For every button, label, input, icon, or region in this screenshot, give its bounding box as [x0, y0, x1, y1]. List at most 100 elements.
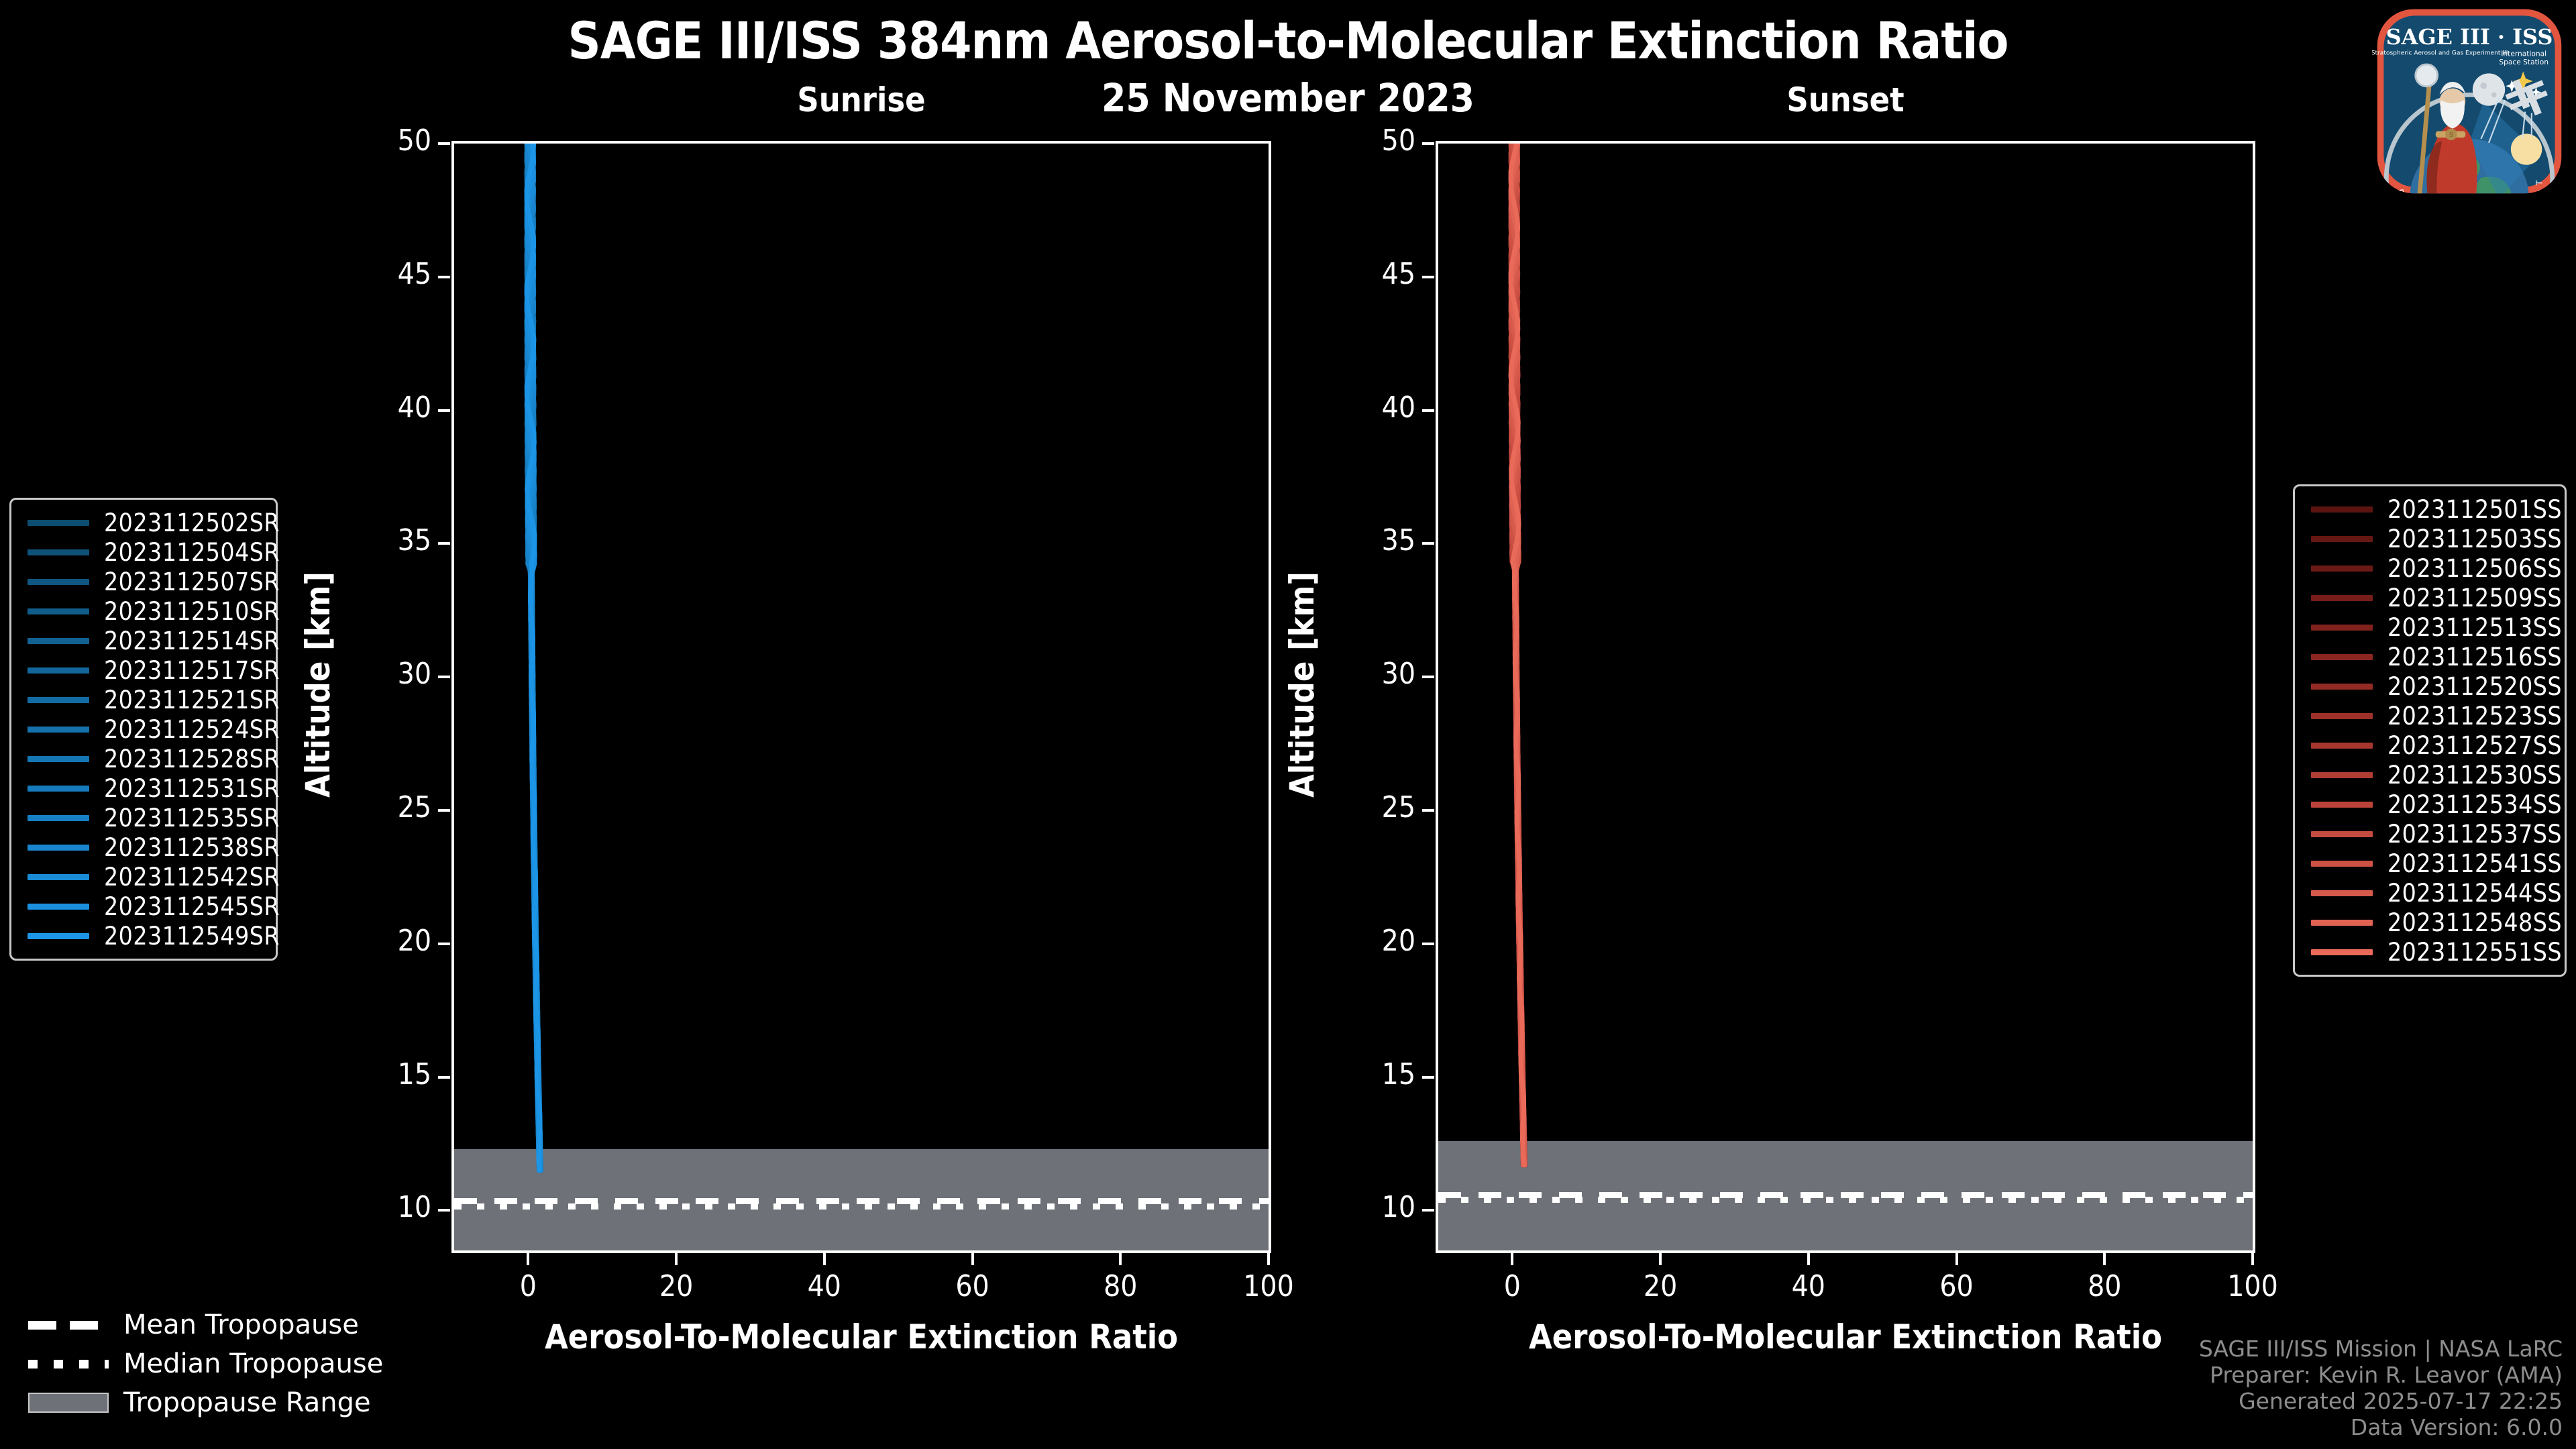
- legend-color-swatch: [28, 726, 89, 733]
- x-axis-title-sunrise: Aerosol-To-Molecular Extinction Ratio: [544, 1318, 1179, 1356]
- legend-color-swatch: [2311, 742, 2373, 749]
- legend-sunrise-item[interactable]: 2023112504SR: [21, 537, 280, 567]
- legend-sunrise-item[interactable]: 2023112510SR: [21, 596, 280, 626]
- legend-color-swatch: [2311, 683, 2373, 690]
- legend-sunset-item[interactable]: 2023112537SS: [2304, 819, 2562, 849]
- plot-area-sunrise: [454, 144, 1269, 1250]
- legend-sunset-item[interactable]: 2023112516SS: [2304, 642, 2562, 672]
- panel-title-sunset: Sunset: [1786, 80, 1904, 119]
- legend-sunset-item[interactable]: 2023112509SS: [2304, 583, 2562, 612]
- y-tick-label: 40: [1381, 390, 1415, 425]
- footer-credits: SAGE III/ISS Mission | NASA LaRC Prepare…: [2199, 1336, 2563, 1441]
- legend-sunset-item[interactable]: 2023112534SS: [2304, 790, 2562, 819]
- legend-label: 2023112517SR: [104, 655, 280, 685]
- legend-sunset-item[interactable]: 2023112541SS: [2304, 849, 2562, 878]
- plot-sunset: [1436, 141, 2255, 1253]
- legend-color-swatch: [28, 696, 89, 703]
- legend-sunset-item[interactable]: 2023112548SS: [2304, 908, 2562, 937]
- legend-sunrise-item[interactable]: 2023112502SR: [21, 508, 280, 537]
- legend-sunset-item[interactable]: 2023112501SS: [2304, 494, 2562, 524]
- legend-color-swatch: [28, 637, 89, 644]
- legend-color-swatch: [2311, 890, 2373, 896]
- series-line: [524, 144, 543, 1173]
- legend-sunrise-item[interactable]: 2023112549SR: [21, 921, 280, 951]
- legend-sunrise-item[interactable]: 2023112514SR: [21, 626, 280, 655]
- legend-label: 2023112520SS: [2387, 672, 2563, 701]
- y-tick-label: 50: [1381, 123, 1415, 158]
- legend-label: 2023112507SR: [104, 567, 280, 596]
- x-tick: [675, 1253, 678, 1265]
- x-tick: [527, 1253, 530, 1265]
- footer-line-preparer: Preparer: Kevin R. Leavor (AMA): [2210, 1362, 2563, 1389]
- legend-sunrise-item[interactable]: 2023112538SR: [21, 833, 280, 862]
- legend-sunrise[interactable]: 2023112502SR 2023112504SR 2023112507SR 2023…: [9, 498, 280, 961]
- legend-sunset-item[interactable]: 2023112551SS: [2304, 937, 2562, 967]
- legend-label: 2023112528SR: [104, 744, 280, 773]
- legend-color-swatch: [28, 932, 89, 939]
- y-tick: [1422, 142, 1434, 145]
- legend-color-swatch: [28, 549, 89, 555]
- legend-sunrise-item[interactable]: 2023112521SR: [21, 685, 280, 714]
- mean-tropopause-line: [454, 1198, 1269, 1205]
- plot-area-sunset: [1438, 144, 2253, 1250]
- patch-subtitle-right-2: Space Station: [2499, 58, 2548, 66]
- y-tick-label: 45: [1381, 256, 1415, 291]
- median-tropopause-swatch: [28, 1359, 109, 1368]
- legend-color-swatch: [28, 785, 89, 792]
- y-tick-label: 15: [397, 1057, 431, 1091]
- footer-line-version: Data Version: 6.0.0: [2350, 1414, 2563, 1441]
- plot-sunrise: [451, 141, 1271, 1253]
- footer-line-generated: Generated 2025-07-17 22:25: [2239, 1388, 2563, 1415]
- legend-sunset-item[interactable]: 2023112544SS: [2304, 878, 2562, 908]
- legend-sunset-item[interactable]: 2023112527SS: [2304, 731, 2562, 760]
- y-tick: [438, 1075, 450, 1079]
- legend-label: 2023112523SS: [2387, 701, 2563, 731]
- legend-label: 2023112502SR: [104, 508, 280, 537]
- patch-subtitle-right-1: International: [2501, 49, 2546, 58]
- y-tick: [438, 942, 450, 945]
- legend-color-swatch: [28, 755, 89, 762]
- legend-sunset-item[interactable]: 2023112513SS: [2304, 612, 2562, 642]
- legend-sunrise-item[interactable]: 2023112545SR: [21, 892, 280, 921]
- legend-sunrise-item[interactable]: 2023112535SR: [21, 803, 280, 833]
- x-tick: [1511, 1253, 1514, 1265]
- legend-sunrise-item[interactable]: 2023112542SR: [21, 862, 280, 892]
- legend-sunrise-item[interactable]: 2023112531SR: [21, 773, 280, 803]
- legend-sunset-item[interactable]: 2023112506SS: [2304, 553, 2562, 583]
- y-tick-label: 10: [1381, 1190, 1415, 1225]
- y-tick-label: 20: [1381, 923, 1415, 958]
- tropopause-key-label: Mean Tropopause: [123, 1309, 359, 1340]
- y-tick: [1422, 808, 1434, 812]
- legend-color-swatch: [2311, 712, 2373, 719]
- x-tick: [1119, 1253, 1122, 1265]
- x-tick-label: 80: [2088, 1269, 2122, 1303]
- legend-sunrise-item[interactable]: 2023112517SR: [21, 655, 280, 685]
- y-tick: [438, 142, 450, 145]
- y-tick: [1422, 942, 1434, 945]
- legend-sunrise-item[interactable]: 2023112524SR: [21, 714, 280, 744]
- y-tick-label: 35: [397, 523, 431, 558]
- svg-text:S: S: [2449, 131, 2454, 139]
- legend-label: 2023112521SR: [104, 685, 280, 714]
- legend-label: 2023112541SS: [2387, 849, 2563, 878]
- y-tick: [1422, 1209, 1434, 1212]
- legend-sunset-item[interactable]: 2023112523SS: [2304, 701, 2562, 731]
- y-tick-label: 45: [397, 256, 431, 291]
- legend-label: 2023112516SS: [2387, 642, 2563, 672]
- legend-color-swatch: [2311, 624, 2373, 631]
- tropopause-key-item: Median Tropopause: [15, 1344, 383, 1383]
- legend-sunset[interactable]: 2023112501SS 2023112503SS 2023112506SS 2023…: [2293, 484, 2567, 977]
- legend-sunset-item[interactable]: 2023112503SS: [2304, 524, 2562, 553]
- legend-sunrise-item[interactable]: 2023112528SR: [21, 744, 280, 773]
- legend-color-swatch: [28, 519, 89, 526]
- legend-color-swatch: [2311, 801, 2373, 808]
- legend-sunset-item[interactable]: 2023112530SS: [2304, 760, 2562, 790]
- y-tick: [1422, 1075, 1434, 1079]
- y-axis-title-sunset: Altitude [km]: [1283, 572, 1322, 798]
- legend-sunrise-item[interactable]: 2023112507SR: [21, 567, 280, 596]
- x-tick: [822, 1253, 826, 1265]
- legend-color-swatch: [28, 873, 89, 880]
- legend-sunset-item[interactable]: 2023112520SS: [2304, 672, 2562, 701]
- legend-label: 2023112548SS: [2387, 908, 2563, 937]
